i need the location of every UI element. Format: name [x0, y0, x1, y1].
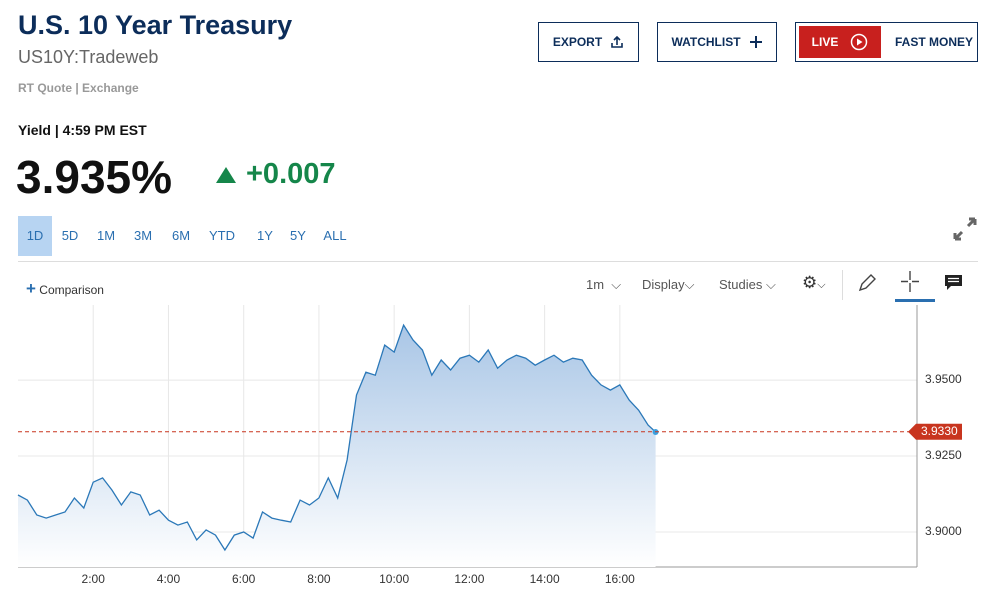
line [17, 323, 657, 552]
range-tab[interactable]: 5D [61, 228, 79, 243]
source: RT Quote | Exchange [18, 81, 139, 95]
x-tick-label: 8:00 [307, 572, 331, 586]
icon [851, 33, 868, 51]
export-button[interactable]: EXPORT [538, 22, 639, 62]
source-item: Exchange [82, 81, 139, 95]
divider [18, 261, 978, 262]
symbol: US10Y:Tradeweb [18, 47, 159, 67]
range-tab[interactable]: 5Y [290, 228, 306, 243]
comment-icon[interactable] [944, 274, 964, 292]
time: 4:59 PM EST [62, 122, 147, 138]
change: +0.007 [246, 158, 336, 190]
range-tab[interactable]: ALL [323, 228, 347, 243]
label: Display [642, 277, 685, 292]
reference-tag [908, 423, 962, 440]
label: Studies [719, 277, 763, 292]
live-badge: LIVE [799, 26, 881, 58]
label: WATCHLIST [671, 35, 741, 49]
interval[interactable]: 1m ⌵ [586, 277, 622, 292]
x-tick-label: 2:00 [82, 572, 106, 586]
y-tick-label: 3.9000 [925, 524, 962, 538]
x-tick-label: 12:00 [454, 572, 484, 586]
icon [749, 36, 762, 48]
label: LIVE [811, 35, 839, 49]
y-tick-label: 3.9500 [925, 372, 962, 386]
expand-icon[interactable] [952, 216, 978, 242]
y-tick-label: 3.9250 [925, 448, 962, 462]
settings-icon[interactable]: ⚙⌵ [802, 273, 826, 292]
title: U.S. 10 Year Treasury [18, 10, 293, 40]
area [18, 325, 656, 567]
range-tab[interactable]: 1D [18, 216, 52, 256]
studies-menu[interactable]: Studies ⌵ [719, 277, 776, 292]
range-tab[interactable]: 3M [133, 228, 153, 243]
reference-label: 3.9330 [921, 424, 958, 438]
x-tick-label: 4:00 [157, 572, 181, 586]
watchlist-button[interactable]: WATCHLIST [657, 22, 777, 62]
x-tick-label: 6:00 [232, 572, 256, 586]
live-button[interactable]: LIVE FAST MONEY [795, 22, 978, 62]
label: EXPORT [552, 35, 603, 49]
draw-icon[interactable] [857, 273, 877, 293]
icon [611, 35, 623, 48]
display-menu[interactable]: Display⌵ [642, 277, 695, 292]
up-arrow [216, 167, 236, 183]
label: Yield [18, 122, 51, 138]
range-tab[interactable]: 6M [171, 228, 191, 243]
range-tab[interactable]: YTD [209, 228, 235, 243]
x-tick-label: 14:00 [530, 572, 560, 586]
quote-label: Yield | 4:59 PM EST [18, 122, 147, 138]
range-tab[interactable]: 1Y [257, 228, 273, 243]
separator [842, 270, 843, 300]
crosshair-icon[interactable] [895, 270, 935, 302]
range-tab[interactable]: 1M [96, 228, 116, 243]
comparison[interactable]: + Comparison [26, 279, 104, 298]
source-item: RT Quote [18, 81, 72, 95]
label: 1m [586, 277, 605, 292]
label: Comparison [39, 283, 104, 297]
price: 3.935% [16, 151, 173, 203]
label: FAST MONEY [895, 35, 974, 49]
x-tick-label: 10:00 [379, 572, 409, 586]
x-tick-label: 16:00 [605, 572, 635, 586]
